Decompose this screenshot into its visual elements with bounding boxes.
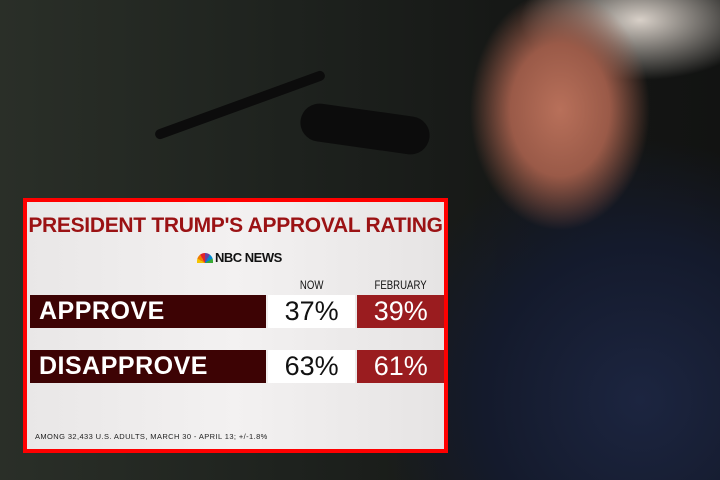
peacock-icon: [197, 252, 213, 263]
chart-title: PRESIDENT TRUMP'S APPROVAL RATING: [28, 214, 443, 237]
table-row: APPROVE 37% 39%: [30, 295, 444, 328]
row-label: APPROVE: [30, 295, 266, 328]
row-label: DISAPPROVE: [30, 350, 266, 383]
approval-graphic: PRESIDENT TRUMP'S APPROVAL RATING NBC NE…: [23, 198, 448, 453]
table-row: DISAPPROVE 63% 61%: [30, 350, 444, 383]
footnote: AMONG 32,433 U.S. ADULTS, MARCH 30 - APR…: [35, 432, 268, 441]
source-label: NBC NEWS: [215, 250, 282, 265]
value-february: 39%: [357, 295, 444, 328]
nbc-news-logo: NBC NEWS: [197, 250, 282, 265]
column-header-now: NOW: [299, 278, 324, 292]
value-now: 63%: [267, 350, 356, 383]
value-february: 61%: [357, 350, 444, 383]
column-header-february: FEBRUARY: [374, 278, 427, 292]
value-now: 37%: [267, 295, 356, 328]
